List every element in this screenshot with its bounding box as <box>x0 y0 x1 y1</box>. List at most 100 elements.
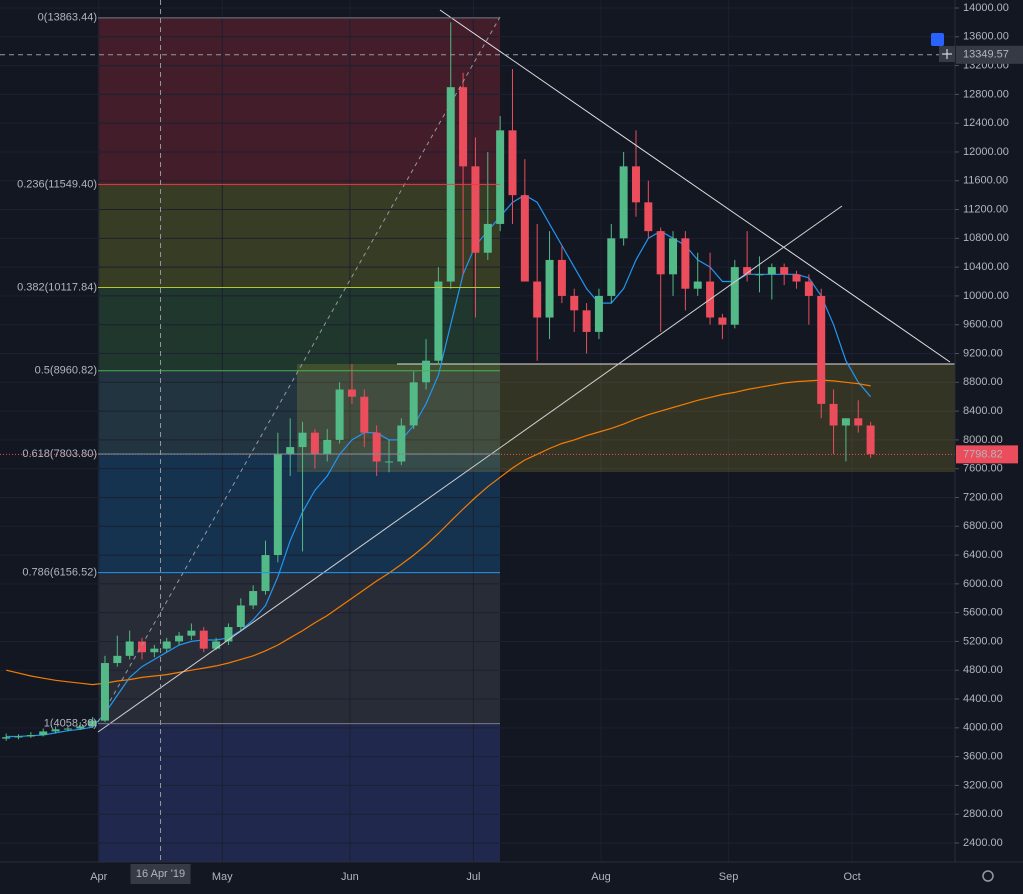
candle-body <box>434 281 443 361</box>
crosshair-date-box <box>130 864 191 884</box>
candle-body <box>669 238 678 275</box>
fib-label: 0.382(10117.84) <box>17 281 97 293</box>
candle-body <box>39 731 48 736</box>
last-price-label: 7798.82 <box>963 448 1003 460</box>
candles <box>2 22 875 741</box>
candle-body <box>594 295 603 332</box>
y-tick-label: 10400.00 <box>963 261 1009 273</box>
x-tick-label: Oct <box>844 871 861 883</box>
candle-body <box>854 418 863 426</box>
candle-body <box>286 447 295 455</box>
candle-body <box>829 403 838 426</box>
y-tick-label: 12400.00 <box>963 117 1009 129</box>
overlay: 0(13863.44) 0.236(11549.40) 0.382(10117.84… <box>0 0 955 862</box>
candle-body <box>743 267 752 275</box>
y-tick-label: 2800.00 <box>963 808 1003 820</box>
candle-body <box>508 130 517 196</box>
candle-body <box>236 605 245 628</box>
y-tick-label: 8400.00 <box>963 405 1003 417</box>
candle-body <box>681 238 690 289</box>
candle-body <box>397 425 406 462</box>
range-box <box>297 364 955 472</box>
candle-body <box>730 267 739 325</box>
fib-zone <box>98 287 500 371</box>
candle-body <box>459 87 468 167</box>
candle-body <box>755 274 764 276</box>
moving-averages <box>6 194 872 738</box>
candle-body <box>409 382 418 426</box>
y-tick-label: 9600.00 <box>963 319 1003 331</box>
fib-label: 0.618(7803.80) <box>22 448 97 460</box>
candle-body <box>841 418 850 426</box>
y-tick-label: 7200.00 <box>963 491 1003 503</box>
candle-body <box>298 432 307 448</box>
x-tick-label: Apr <box>90 871 107 883</box>
settings-icon[interactable] <box>982 870 994 882</box>
y-tick-label: 6400.00 <box>963 549 1003 561</box>
y-tick-label: 9200.00 <box>963 347 1003 359</box>
candle-body <box>162 641 171 649</box>
candle-body <box>360 396 369 433</box>
candle-body <box>483 223 492 253</box>
scale-button[interactable] <box>931 33 944 46</box>
y-tick-label: 4000.00 <box>963 722 1003 734</box>
candle-body <box>520 195 529 282</box>
y-tick-label: 12800.00 <box>963 88 1009 100</box>
candle-body <box>557 259 566 296</box>
fib-label: 0.236(11549.40) <box>17 178 97 190</box>
candle-body <box>51 729 60 732</box>
candle-body <box>817 295 826 404</box>
candle-body <box>496 130 505 224</box>
candle-body <box>273 454 282 556</box>
y-tick-label: 2400.00 <box>963 837 1003 849</box>
fib-zone <box>98 572 500 724</box>
moving-average <box>6 194 872 738</box>
candle-body <box>175 635 184 642</box>
candle-body <box>471 166 480 253</box>
candle-body <box>631 166 640 203</box>
crosshair-price-label: 13349.57 <box>963 49 1009 61</box>
y-tick-label: 10000.00 <box>963 290 1009 302</box>
fib-zone <box>98 723 500 862</box>
fib-zone <box>98 184 500 288</box>
y-tick-label: 5200.00 <box>963 635 1003 647</box>
candle-body <box>693 281 702 289</box>
x-tick-label: Aug <box>591 871 611 883</box>
candle-body <box>644 202 653 232</box>
candle-body <box>138 641 147 653</box>
y-tick-label: 3200.00 <box>963 779 1003 791</box>
y-tick-label: 6800.00 <box>963 520 1003 532</box>
candle-body <box>187 630 196 636</box>
candle-body <box>533 281 542 318</box>
candle-body <box>384 461 393 463</box>
candle-body <box>249 591 258 606</box>
candle-body <box>422 360 431 383</box>
fib-label: 0(13863.44) <box>38 12 97 24</box>
crosshair-price-box <box>956 45 1023 64</box>
y-tick-label: 10800.00 <box>963 232 1009 244</box>
fib-zone <box>98 454 500 573</box>
x-tick-label: May <box>212 871 233 883</box>
crosshair-date-label: 16 Apr '19 <box>136 868 185 880</box>
y-tick-label: 4400.00 <box>963 693 1003 705</box>
candle-body <box>804 281 813 296</box>
candle-body <box>866 425 875 455</box>
candle-body <box>792 274 801 282</box>
trend-line-down <box>439 9 951 363</box>
candle-body <box>718 317 727 325</box>
candle-body <box>767 267 776 275</box>
candle-body <box>63 728 72 730</box>
y-tick-label: 4800.00 <box>963 664 1003 676</box>
candle-body <box>100 663 109 721</box>
y-tick-label: 7600.00 <box>963 463 1003 475</box>
candle-body <box>619 166 628 239</box>
x-tick-label: Sep <box>719 871 739 883</box>
axes: 14000.0013600.0013200.0012800.0012400.00… <box>90 2 1023 884</box>
candle-body <box>199 630 208 649</box>
y-tick-label: 11200.00 <box>963 203 1008 215</box>
candle-body <box>310 432 319 455</box>
candle-body <box>2 737 11 739</box>
y-tick-label: 3600.00 <box>963 751 1003 763</box>
y-tick-label: 14000.00 <box>963 2 1009 14</box>
